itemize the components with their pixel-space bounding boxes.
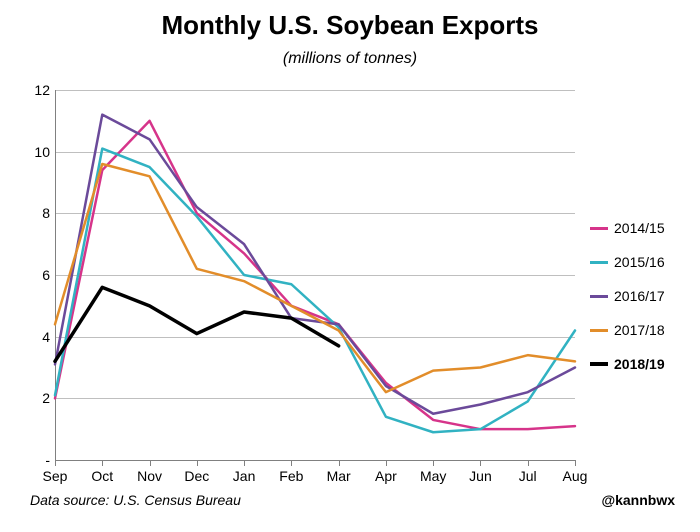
y-tick-label: 2 xyxy=(20,390,50,406)
x-tick-mark xyxy=(339,460,340,466)
x-tick-label: Sep xyxy=(43,468,68,484)
x-tick-mark xyxy=(150,460,151,466)
series-line xyxy=(55,121,575,429)
legend-label: 2018/19 xyxy=(614,356,665,372)
x-tick-label: Jul xyxy=(519,468,537,484)
legend: 2014/15 2015/16 2016/17 2017/18 2018/19 xyxy=(590,220,665,390)
legend-label: 2016/17 xyxy=(614,288,665,304)
x-tick-mark xyxy=(102,460,103,466)
legend-label: 2015/16 xyxy=(614,254,665,270)
x-tick-label: Apr xyxy=(375,468,397,484)
legend-item: 2017/18 xyxy=(590,322,665,338)
x-tick-mark xyxy=(480,460,481,466)
line-series-layer xyxy=(55,90,575,460)
legend-swatch xyxy=(590,261,608,264)
x-tick-label: Aug xyxy=(563,468,588,484)
legend-swatch xyxy=(590,227,608,230)
y-tick-label: 4 xyxy=(20,329,50,345)
x-tick-label: Oct xyxy=(91,468,113,484)
legend-swatch xyxy=(590,362,608,366)
x-tick-mark xyxy=(386,460,387,466)
data-source: Data source: U.S. Census Bureau xyxy=(30,492,241,508)
legend-swatch xyxy=(590,295,608,298)
legend-label: 2014/15 xyxy=(614,220,665,236)
x-tick-label: Feb xyxy=(279,468,303,484)
series-line xyxy=(55,164,575,392)
legend-item: 2016/17 xyxy=(590,288,665,304)
y-tick-label: 8 xyxy=(20,205,50,221)
legend-swatch xyxy=(590,329,608,332)
plot-area xyxy=(55,90,575,460)
x-tick-label: Nov xyxy=(137,468,162,484)
x-tick-label: Dec xyxy=(184,468,209,484)
legend-item: 2015/16 xyxy=(590,254,665,270)
chart-container: Monthly U.S. Soybean Exports (millions o… xyxy=(0,0,700,532)
x-tick-label: May xyxy=(420,468,446,484)
chart-subtitle: (millions of tonnes) xyxy=(0,50,700,68)
legend-item: 2018/19 xyxy=(590,356,665,372)
x-tick-mark xyxy=(575,460,576,466)
series-line xyxy=(55,287,339,361)
x-axis xyxy=(55,460,575,461)
series-line xyxy=(55,149,575,433)
y-tick-label: - xyxy=(20,452,50,468)
x-tick-mark xyxy=(197,460,198,466)
x-tick-mark xyxy=(291,460,292,466)
x-tick-mark xyxy=(244,460,245,466)
y-tick-label: 12 xyxy=(20,82,50,98)
x-tick-mark xyxy=(55,460,56,466)
x-tick-mark xyxy=(433,460,434,466)
y-tick-label: 10 xyxy=(20,144,50,160)
y-tick-label: 6 xyxy=(20,267,50,283)
legend-item: 2014/15 xyxy=(590,220,665,236)
attribution: @kannbwx xyxy=(601,492,675,508)
x-tick-label: Jun xyxy=(469,468,492,484)
x-tick-mark xyxy=(528,460,529,466)
x-tick-label: Mar xyxy=(327,468,351,484)
legend-label: 2017/18 xyxy=(614,322,665,338)
chart-title: Monthly U.S. Soybean Exports xyxy=(0,10,700,41)
x-tick-label: Jan xyxy=(233,468,256,484)
